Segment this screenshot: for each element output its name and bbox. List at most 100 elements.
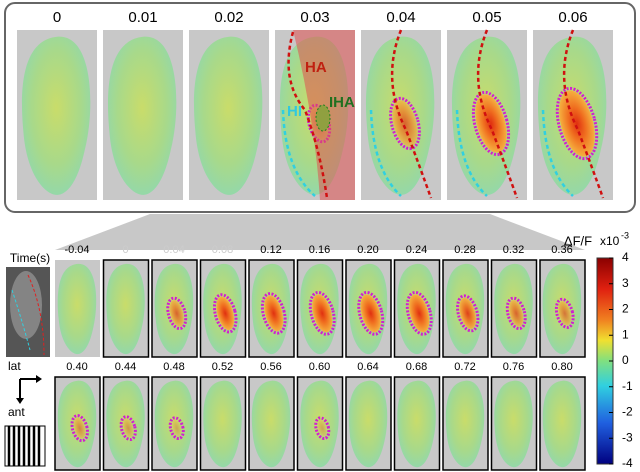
activation (409, 294, 430, 333)
time-label: 0.44 (115, 361, 136, 373)
hi-boundary (369, 109, 402, 197)
time-label: 0.56 (260, 361, 281, 373)
time-label: 0.04 (163, 244, 184, 256)
cortex (445, 380, 485, 468)
activation (172, 419, 182, 437)
colorbar-exponent: -3 (621, 230, 629, 240)
ha-label: HA (305, 59, 327, 76)
time-label: 0 (53, 9, 61, 26)
activation (459, 297, 476, 329)
activation-edge (555, 86, 599, 161)
time-label: 0.03 (300, 9, 329, 26)
activation (558, 301, 572, 326)
activation-edge (166, 296, 188, 331)
activation (509, 300, 524, 327)
activation-edge (456, 294, 480, 333)
cortex (21, 36, 91, 195)
activation-edge (389, 96, 421, 151)
time-label: 0.64 (357, 361, 378, 373)
hi-boundary (541, 109, 574, 197)
activation (169, 300, 184, 327)
time-label: 0.16 (309, 244, 330, 256)
zoom-connector (55, 214, 585, 250)
ha-boundary (390, 29, 433, 199)
time-label: 0.68 (406, 361, 427, 373)
time-label: 0.32 (503, 244, 524, 256)
time-label: 0.24 (406, 244, 427, 256)
activation-edge (212, 293, 238, 334)
time-label: 0.72 (454, 361, 475, 373)
iha-label: IHA (329, 94, 355, 111)
time-label: 0.48 (163, 361, 184, 373)
cortex (203, 380, 242, 468)
cortex (107, 36, 177, 195)
colorbar-tick-label: -3 (622, 430, 633, 444)
ha-boundary (562, 29, 605, 199)
activation (73, 417, 86, 439)
time-label: 0.36 (551, 244, 572, 256)
colorbar-tick-label: 2 (622, 302, 629, 316)
grating-icon (4, 425, 46, 467)
time-label: 0.02 (214, 9, 243, 26)
time-label: 0.08 (212, 244, 233, 256)
time-label: 0.12 (260, 244, 281, 256)
ha-boundary (476, 29, 519, 199)
colorbar-tick-label: 4 (622, 250, 629, 264)
activation-edge (168, 416, 185, 440)
cortex (397, 380, 436, 468)
activation-edge (119, 415, 137, 442)
colorbar-tick-label: -2 (622, 405, 633, 419)
inset-boundary (27, 274, 45, 356)
cortex (542, 380, 582, 468)
hi-boundary (455, 109, 488, 197)
cortex (494, 380, 533, 468)
activation-edge (357, 290, 385, 336)
activation-edge (471, 90, 511, 157)
time-label: 0.20 (357, 244, 378, 256)
hi-label: HI (287, 103, 302, 120)
colorbar-tick-label: 1 (622, 327, 629, 341)
activation-edge (405, 290, 433, 336)
time-label: 0.28 (454, 244, 475, 256)
activation-edge (505, 296, 527, 331)
ant-label: ant (8, 405, 25, 419)
activation (392, 100, 418, 147)
cortex (348, 380, 388, 468)
inset-label: Time(s) (10, 251, 50, 265)
iha-region (315, 104, 331, 132)
activation (123, 418, 134, 438)
time-label: 0.06 (558, 9, 587, 26)
colorbar-tick-label: -1 (622, 379, 633, 393)
time-label: 0.76 (503, 361, 524, 373)
time-label: 0.52 (212, 361, 233, 373)
activation (216, 296, 235, 330)
activation (317, 419, 327, 437)
cortex (57, 263, 97, 355)
inset-boundary (11, 289, 31, 351)
colorbar-tick-label: -4 (622, 456, 633, 470)
cortex (106, 263, 145, 355)
time-label: 0.01 (128, 9, 157, 26)
activation-edge (314, 416, 331, 440)
colorbar-title: ΔF/F (564, 233, 592, 248)
time-label: 0 (122, 244, 128, 256)
colorbar-tick-label: 3 (622, 276, 629, 290)
lat-label: lat (8, 359, 21, 373)
activation (360, 294, 381, 333)
time-label: 0.60 (309, 361, 330, 373)
hi-boundary (281, 109, 316, 197)
colorbar-multiplier: x10 (600, 234, 620, 248)
time-label: -0.04 (64, 244, 89, 256)
arrow-head (36, 375, 42, 383)
activation-edge (70, 414, 89, 443)
colorbar-tick-label: 0 (622, 353, 629, 367)
cortex (193, 36, 263, 195)
arrow-head (16, 398, 24, 404)
time-label: 0.40 (66, 361, 87, 373)
cortex (251, 380, 291, 468)
activation-edge (308, 290, 336, 336)
inset-brain (10, 271, 42, 339)
activation-edge (554, 297, 575, 329)
time-label: 0.80 (551, 361, 572, 373)
